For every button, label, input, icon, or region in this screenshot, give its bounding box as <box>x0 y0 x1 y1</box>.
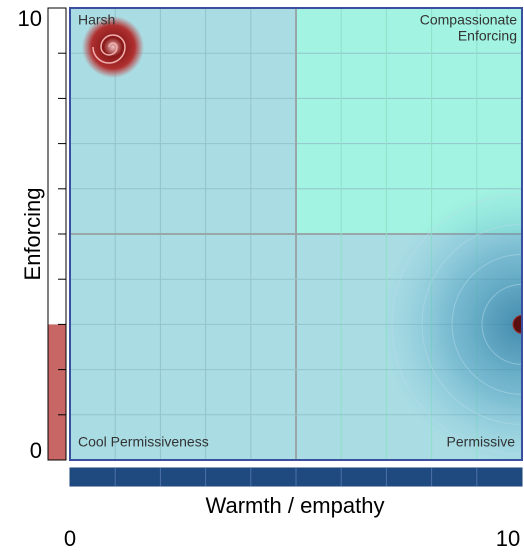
screen: HarshCompassionateEnforcingCool Permissi… <box>0 0 524 552</box>
y-tick-label: 0 <box>30 438 42 463</box>
x-tick-label: 0 <box>64 526 76 551</box>
y-meter-fill <box>48 324 66 460</box>
x-tick-label: 10 <box>496 526 520 551</box>
quadrant-label: Harsh <box>78 12 115 28</box>
quadrant-label: Cool Permissiveness <box>78 434 209 450</box>
y-axis-label: Enforcing <box>20 188 45 281</box>
x-axis-label: Warmth / empathy <box>206 493 385 518</box>
quadrant-label: Enforcing <box>458 28 517 44</box>
quadrant-label: Compassionate <box>420 12 517 28</box>
quadrant-label: Permissive <box>447 434 516 450</box>
y-tick-label: 10 <box>18 6 42 31</box>
